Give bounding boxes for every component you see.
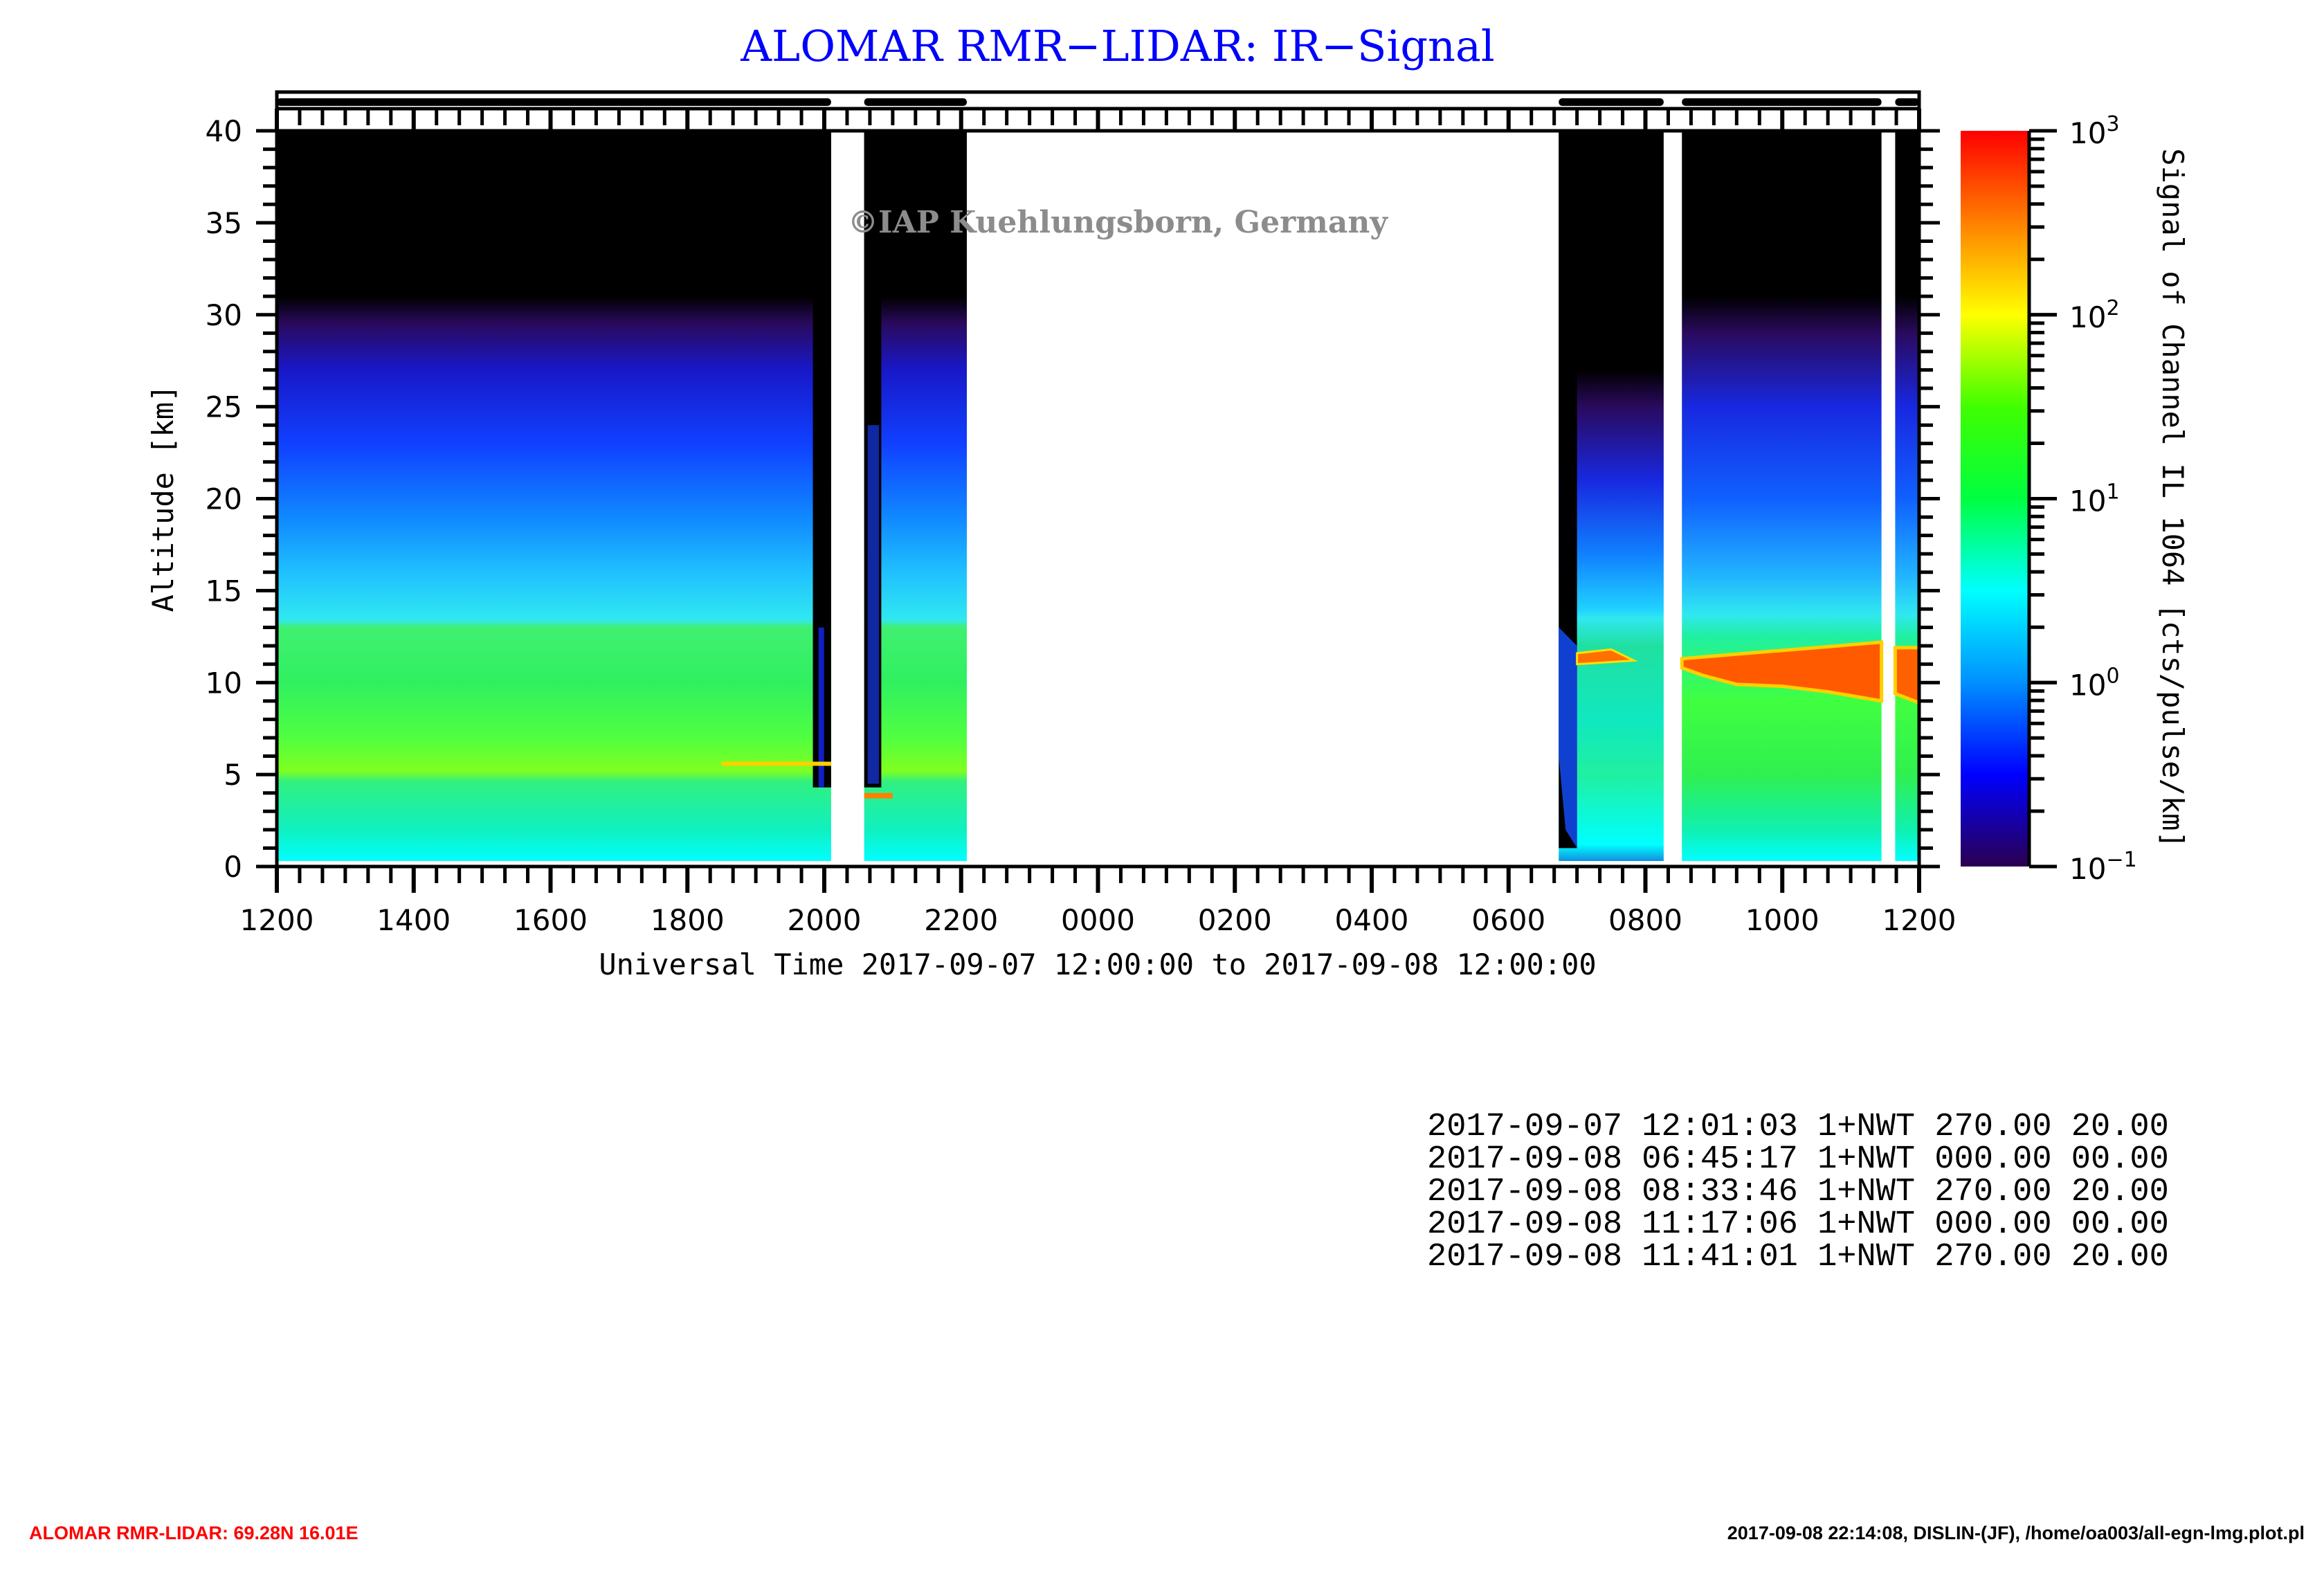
info-table: 2017-09-07 12:01:03 1+NWT 270.00 20.0020…: [1427, 1109, 2169, 1276]
colorbar-tick-base: 10: [2069, 852, 2106, 886]
x-tick-label: 2000: [788, 903, 862, 937]
y-tick-label: 30: [206, 298, 242, 332]
footer-credits: 2017-09-08 22:14:08, DISLIN-(JF), /home/…: [1727, 1523, 2305, 1543]
data-period-marker: [864, 98, 967, 106]
cirrus-cloud: [1680, 640, 1884, 703]
x-tick-label: 1600: [514, 903, 588, 937]
cirrus-cloud: [1893, 646, 1921, 706]
data-period-1: [277, 131, 831, 862]
y-tick-label: 35: [206, 206, 242, 240]
footer-station: ALOMAR RMR-LIDAR: 69.28N 16.01E: [29, 1523, 358, 1543]
aerosol-band: [864, 792, 893, 799]
low-signal-column: [867, 425, 880, 784]
x-tick-label: 0600: [1471, 903, 1545, 937]
y-tick-label: 0: [224, 850, 242, 884]
colorbar-tick-label: 100: [2069, 664, 2120, 702]
info-table-row: 2017-09-08 06:45:17 1+NWT 000.00 00.00: [1427, 1141, 2169, 1178]
heatmap: [277, 131, 1921, 862]
data-period-marker: [1682, 98, 1882, 106]
x-tick-label: 1200: [240, 903, 314, 937]
colorbar-tick-exp: 0: [2106, 664, 2119, 688]
aerosol-band: [721, 761, 831, 766]
x-tick-label: 0400: [1335, 903, 1409, 937]
x-tick-label: 1000: [1745, 903, 1819, 937]
colorbar-tick-exp: 2: [2106, 296, 2119, 320]
info-table-row: 2017-09-08 11:41:01 1+NWT 270.00 20.00: [1427, 1239, 2169, 1276]
data-period-5: [1895, 131, 1919, 862]
info-table-row: 2017-09-07 12:01:03 1+NWT 270.00 20.00: [1427, 1109, 2169, 1145]
colorbar-tick-base: 10: [2069, 668, 2106, 702]
y-tick-label: 5: [224, 758, 242, 792]
y-tick-label: 10: [206, 666, 242, 700]
y-tick-label: 20: [206, 482, 242, 516]
info-table-row: 2017-09-08 11:17:06 1+NWT 000.00 00.00: [1427, 1206, 2169, 1243]
x-tick-label: 1400: [376, 903, 451, 937]
y-tick-label: 40: [206, 114, 242, 148]
low-signal-column: [818, 627, 824, 788]
watermark: ©IAP Kuehlungsborn, Germany: [848, 205, 1388, 240]
x-tick-label: 2200: [924, 903, 998, 937]
x-tick-label: 0200: [1198, 903, 1272, 937]
info-table-row: 2017-09-08 08:33:46 1+NWT 270.00 20.00: [1427, 1174, 2169, 1210]
y-tick-label: 25: [206, 390, 242, 424]
axes: 1200 1400 1600 1800 2000 2200 0000 0200 0400 0600…: [206, 90, 1957, 937]
x-tick-label: 1200: [1882, 903, 1957, 937]
x-tick-label: 0800: [1608, 903, 1682, 937]
colorbar-gradient: [1961, 131, 2029, 867]
y-tick-label: 15: [206, 574, 242, 608]
x-tick-label: 0000: [1061, 903, 1135, 937]
colorbar-tick-exp: 3: [2106, 112, 2119, 136]
data-period-marker: [277, 98, 831, 106]
colorbar-tick-base: 10: [2069, 484, 2106, 518]
data-period-4: [1682, 131, 1882, 862]
colorbar-tick-label: 103: [2069, 112, 2120, 150]
cirrus-cloud: [1576, 648, 1638, 666]
data-period-marker: [1895, 98, 1919, 106]
y-axis-label: Altitude [km]: [146, 385, 180, 613]
colorbar-tick-label: 10−1: [2069, 848, 2137, 886]
x-tick-label: 1800: [651, 903, 725, 937]
colorbar-tick-exp: −1: [2106, 848, 2136, 872]
colorbar-label: Signal of Channel IL 1064 [cts/pulse/km]: [2156, 148, 2190, 848]
colorbar-tick-base: 10: [2069, 116, 2106, 150]
colorbar-tick-exp: 1: [2106, 480, 2119, 505]
colorbar-tick-base: 10: [2069, 300, 2106, 334]
colorbar-tick-label: 102: [2069, 296, 2120, 334]
data-period-marker: [1559, 98, 1664, 106]
chart-title: ALOMAR RMR−LIDAR: IR−Signal: [740, 21, 1494, 71]
low-signal-column: [1559, 627, 1577, 849]
colorbar-tick-label: 101: [2069, 480, 2120, 518]
x-axis-label: Universal Time 2017-09-07 12:00:00 to 20…: [599, 947, 1596, 981]
